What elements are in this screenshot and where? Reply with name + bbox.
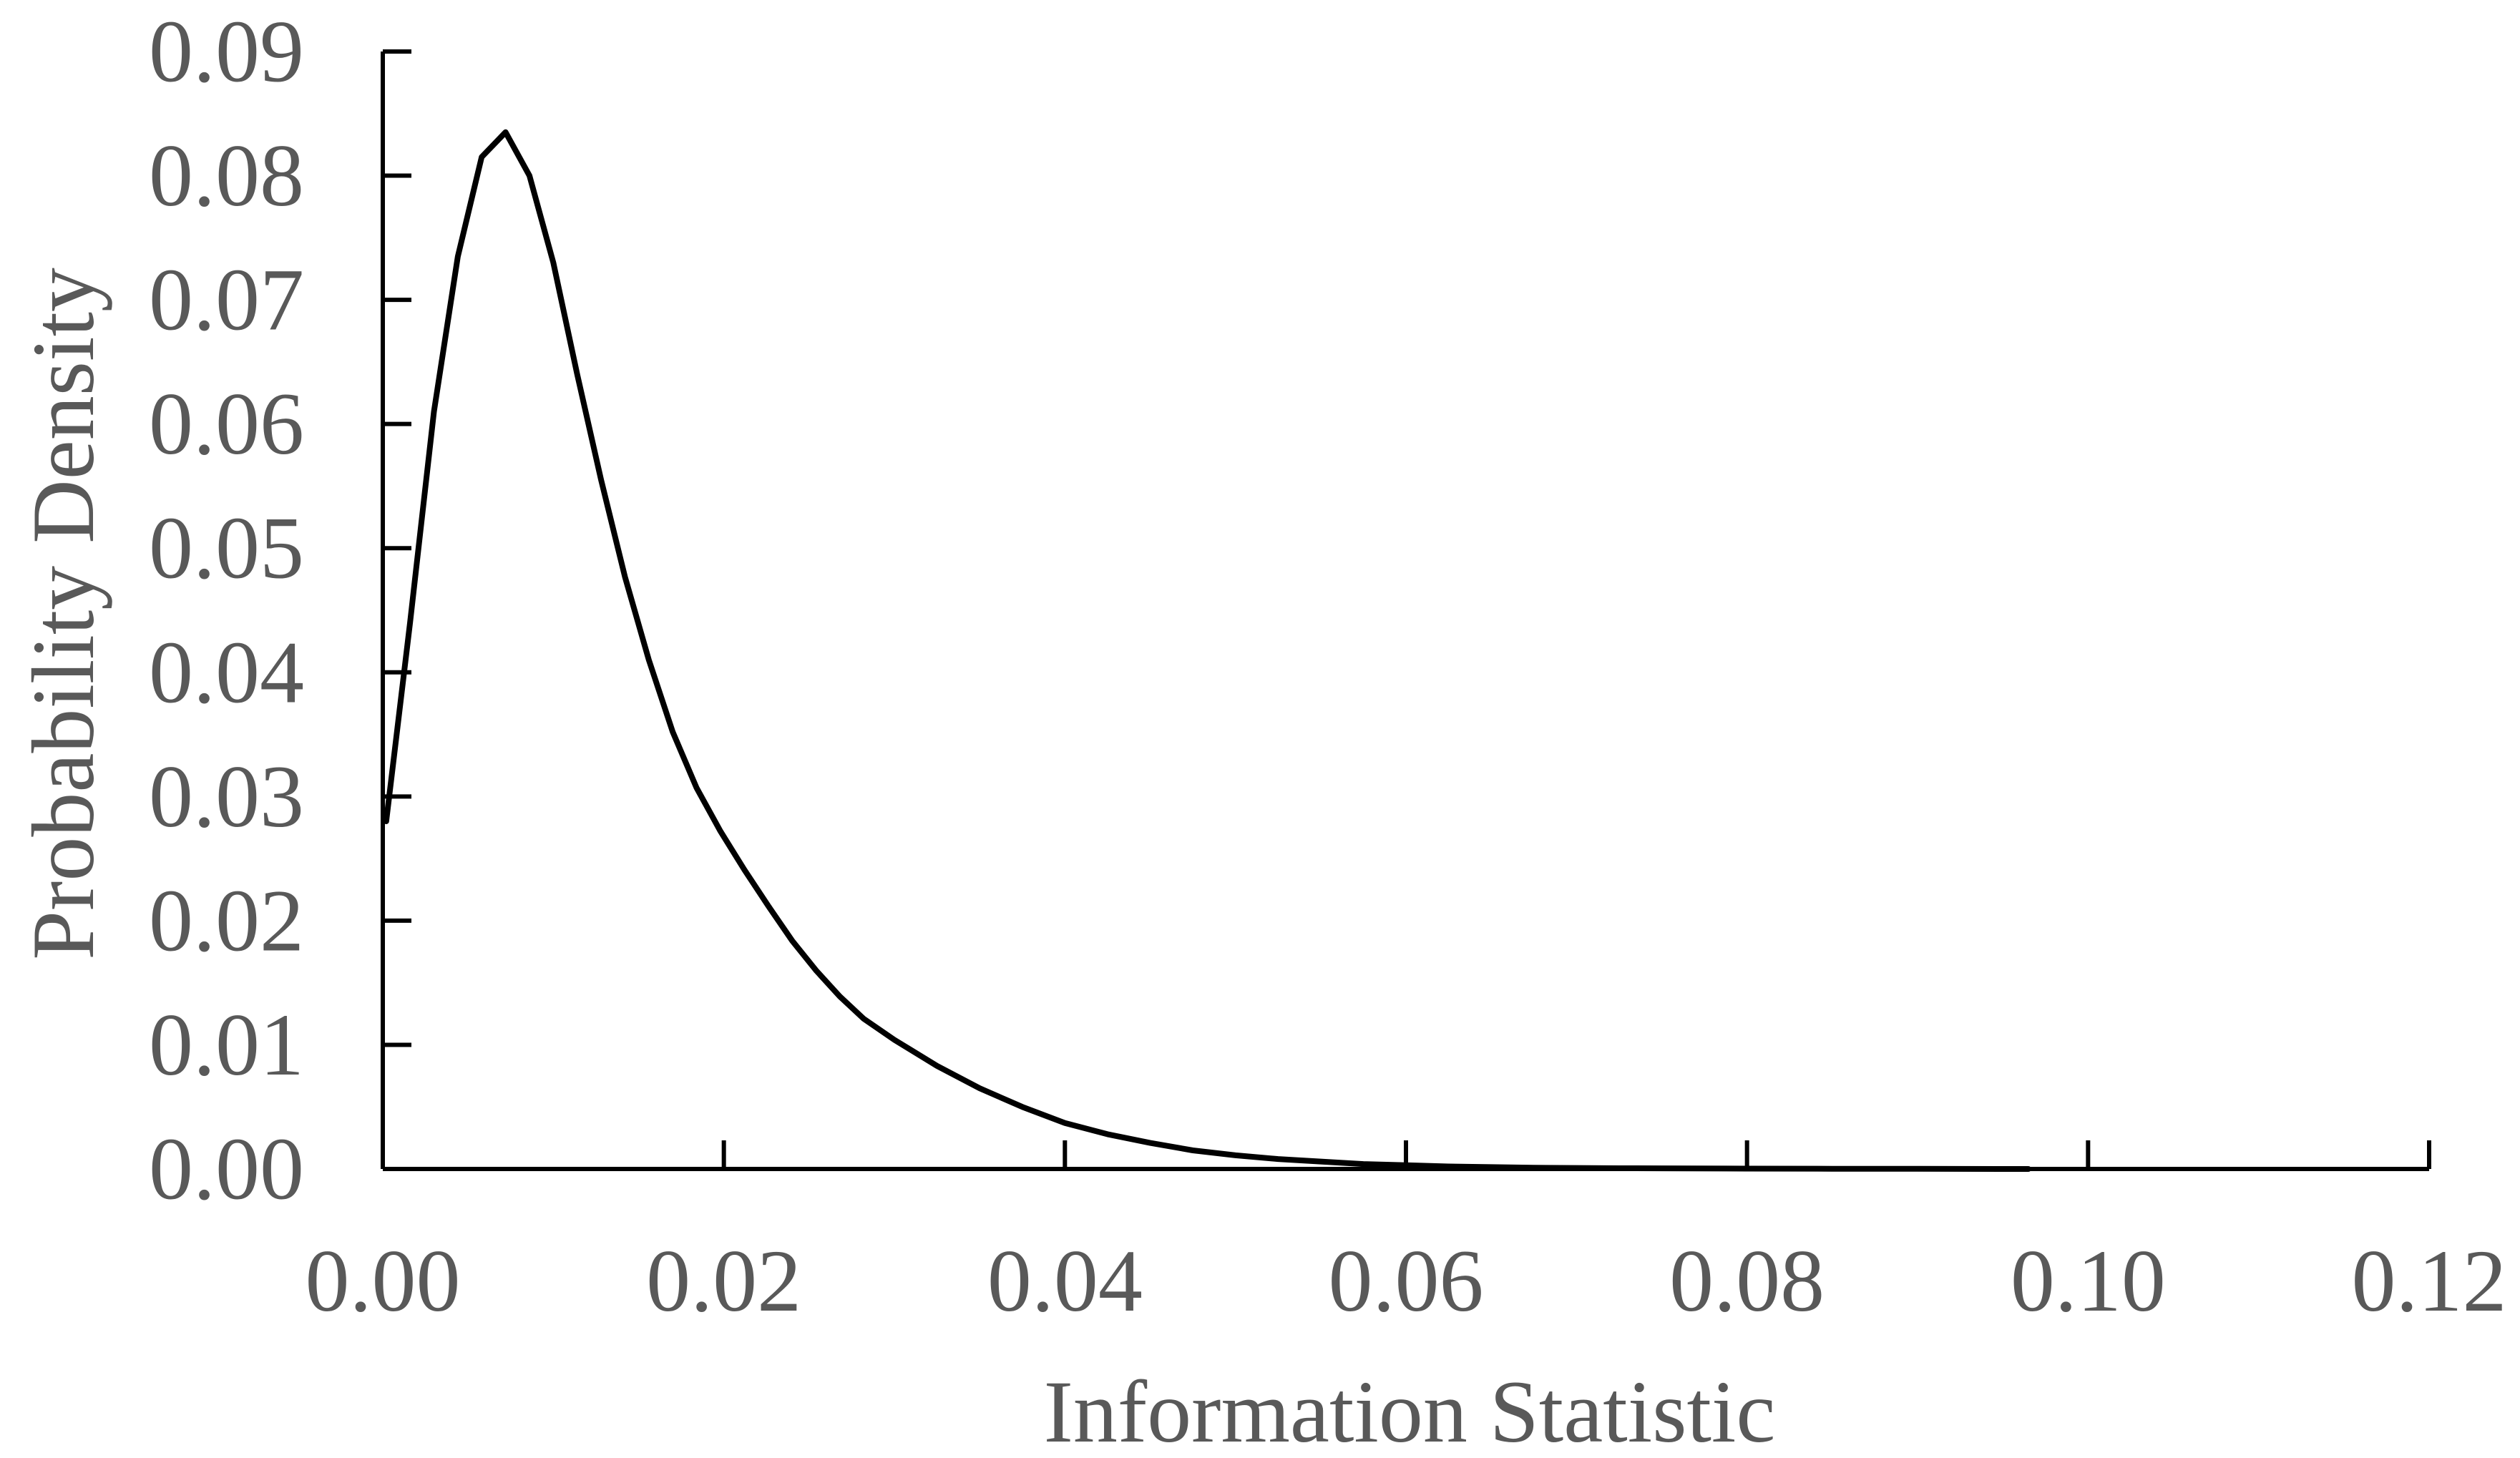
y-tick-label: 0.02 — [149, 871, 304, 969]
series-line-0 — [383, 129, 2031, 1172]
y-tick-label: 0.03 — [149, 748, 304, 846]
x-tick-label: 0.12 — [2352, 1232, 2507, 1330]
y-tick-label: 0.05 — [149, 499, 304, 597]
x-tick-label: 0.00 — [306, 1232, 461, 1330]
plot-area — [383, 129, 2031, 1172]
x-tick-label: 0.10 — [2011, 1232, 2166, 1330]
y-tick-label: 0.06 — [149, 375, 304, 473]
x-axis-title: Information Statistic — [1044, 1363, 1776, 1458]
y-tick-labels: 0.00 0.01 0.02 0.03 0.04 0.05 0.06 0.07 0.08 0.09 — [149, 3, 304, 1218]
y-tick-label: 0.07 — [149, 251, 304, 349]
y-tick-label: 0.09 — [149, 3, 304, 101]
x-tick-label: 0.04 — [987, 1232, 1143, 1330]
y-tick-label: 0.00 — [149, 1120, 304, 1218]
x-tick-labels: 0.00 0.02 0.04 0.06 0.08 0.10 0.12 — [306, 1232, 2507, 1330]
x-tick-label: 0.02 — [646, 1232, 801, 1330]
x-tick-label: 0.08 — [1669, 1232, 1825, 1330]
x-tick-label: 0.06 — [1329, 1232, 1484, 1330]
y-tick-label: 0.04 — [149, 623, 304, 721]
y-axis-title: Probability Density — [14, 268, 112, 960]
y-tick-label: 0.01 — [149, 996, 304, 1094]
axes — [381, 49, 2431, 1171]
y-tick-label: 0.08 — [149, 127, 304, 225]
